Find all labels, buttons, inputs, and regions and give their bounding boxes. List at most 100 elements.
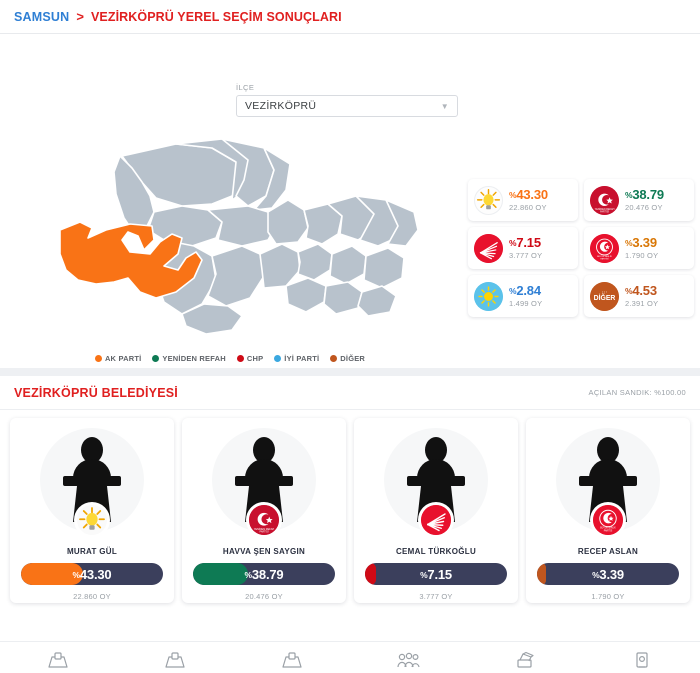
- legend-item: DİĞER: [330, 354, 365, 363]
- legend-label: YENİDEN REFAH: [162, 354, 226, 363]
- map-district: [181, 303, 243, 335]
- party-votes: 22.860 OY: [509, 202, 547, 212]
- stat-kullanilan-oy: KULLANILAN OY 57.430: [467, 651, 584, 673]
- breadcrumb: SAMSUN > VEZİRKÖPRÜ YEREL SEÇİM SONUÇLAR…: [0, 0, 700, 34]
- ballot-box-icon: [165, 652, 185, 668]
- stat-gecerli-oy: GEÇERLİ OY 52.793: [583, 651, 700, 673]
- party-votes: 2.391 OY: [625, 298, 659, 308]
- party-result-yenidenrefah[interactable]: YENİDEN REFAH PARTİSİ %38.79 20.476 OY: [584, 179, 694, 221]
- yenidenrefah-logo-icon: YENİDEN REFAH PARTİSİ: [590, 185, 619, 215]
- candidate-percent-text: %38.79: [244, 566, 284, 582]
- municipality-header: VEZİRKÖPRÜ BELEDİYESİ AÇILAN SANDIK: %10…: [0, 376, 700, 410]
- candidate-percent-fill: [365, 563, 376, 585]
- podium-illustration: BÜYÜK BİRLİK PARTİSİ: [553, 424, 663, 538]
- percent-symbol: %: [625, 286, 633, 297]
- party-percent: %3.39: [625, 235, 657, 251]
- candidate-percent-fill: [193, 563, 249, 585]
- candidate-percent-bar: %43.30: [21, 563, 163, 585]
- party-percent: %4.53: [625, 283, 657, 299]
- candidate-cards: MURAT GÜL %43.30 22.860 OY: [0, 410, 700, 603]
- candidate-name: RECEP ASLAN: [577, 547, 639, 556]
- svg-text:DİĞER: DİĞER: [594, 293, 616, 302]
- percent-symbol: %: [625, 238, 633, 249]
- percent-symbol: %: [625, 190, 633, 201]
- podium-illustration: [381, 424, 491, 538]
- ballot-box-icon: [282, 652, 302, 668]
- candidate-percent-fill: [537, 563, 546, 585]
- map-district: [363, 247, 405, 289]
- party-result-chp[interactable]: %7.15 3.777 OY: [468, 227, 578, 269]
- hand-ballot-icon: [517, 651, 534, 668]
- breadcrumb-province[interactable]: SAMSUN: [14, 9, 70, 24]
- map-card: İLÇE VEZİRKÖPRÜ ▼: [0, 34, 700, 368]
- candidate-percent-bar: %38.79: [193, 563, 335, 585]
- party-result-diger[interactable]: * * * DİĞER %4.53 2.391 OY: [584, 275, 694, 317]
- party-result-texts: %7.15 3.777 OY: [509, 236, 542, 260]
- legend-dot-icon: [152, 355, 160, 362]
- candidate-percent-bar: %3.39: [537, 563, 679, 585]
- summary-stats: TOPLAM SANDIK 278 AÇILAN SANDIK 278 AÇIL…: [0, 641, 700, 673]
- party-percent: %7.15: [509, 235, 541, 251]
- map-district: [259, 243, 301, 289]
- svg-text:BÜYÜK BİRLİK: BÜYÜK BİRLİK: [597, 254, 612, 257]
- candidate-name: CEMAL TÜRKOĞLU: [395, 547, 477, 556]
- legend-item: İYİ PARTİ: [274, 354, 319, 363]
- bbp-logo-icon: BÜYÜK BİRLİK PARTİSİ: [590, 233, 619, 263]
- svg-text:PARTİSİ: PARTİSİ: [600, 257, 609, 260]
- candidate-card[interactable]: CEMAL TÜRKOĞLU %7.15 3.777 OY: [354, 418, 518, 603]
- voters-icon: [397, 652, 420, 668]
- svg-text:* * *: * * *: [602, 290, 608, 294]
- legend-label: DİĞER: [340, 354, 366, 363]
- party-percent: %38.79: [625, 187, 664, 203]
- legend-item: YENİDEN REFAH: [152, 354, 226, 363]
- district-select-value: VEZİRKÖPRÜ: [245, 100, 317, 112]
- map-district: [253, 147, 291, 211]
- party-result-texts: %2.84 1.499 OY: [509, 284, 542, 308]
- samsun-district-map[interactable]: [36, 134, 456, 349]
- party-votes: 1.499 OY: [509, 298, 543, 308]
- percent-symbol: %: [509, 238, 517, 249]
- stat-toplam-secmen: TOPLAM SEÇMEN 65.891: [350, 651, 467, 673]
- candidate-name: HAVVA ŞEN SAYGIN: [222, 547, 306, 556]
- ballot-box-icon: [48, 652, 68, 668]
- candidate-votes: 1.790 OY: [591, 592, 625, 601]
- akparti-logo-icon: [474, 185, 503, 215]
- party-result-akparti[interactable]: %43.30 22.860 OY: [468, 179, 578, 221]
- party-votes: 1.790 OY: [625, 250, 659, 260]
- legend-item: CHP: [236, 354, 263, 363]
- valid-vote-icon: [636, 652, 648, 668]
- party-result-iyiparti[interactable]: %2.84 1.499 OY: [468, 275, 578, 317]
- percent-symbol: %: [509, 190, 517, 201]
- legend-label: AK PARTİ: [104, 354, 142, 363]
- map-district: [385, 199, 419, 247]
- map-district: [207, 205, 277, 247]
- legend-dot-icon: [94, 355, 102, 362]
- stat-toplam-sandik: TOPLAM SANDIK 278: [0, 651, 117, 673]
- candidate-card[interactable]: MURAT GÜL %43.30 22.860 OY: [10, 418, 174, 603]
- map-district: [267, 199, 309, 245]
- svg-text:PARTİSİ: PARTİSİ: [600, 210, 609, 213]
- percent-symbol: %: [592, 569, 600, 580]
- party-votes: 20.476 OY: [625, 202, 663, 212]
- akparti-logo-icon: [74, 502, 110, 538]
- party-percent: %2.84: [509, 283, 541, 299]
- candidate-card[interactable]: YENİDEN REFAH PARTİSİ HAVVA ŞEN SAYGIN %…: [182, 418, 346, 603]
- candidate-votes: 3.777 OY: [419, 592, 453, 601]
- iyiparti-logo-icon: [474, 281, 503, 311]
- party-result-bbp[interactable]: BÜYÜK BİRLİK PARTİSİ %3.39 1.790 OY: [584, 227, 694, 269]
- podium-illustration: [37, 424, 147, 538]
- legend-item: AK PARTİ: [94, 354, 142, 363]
- candidate-name: MURAT GÜL: [66, 547, 118, 556]
- candidate-card[interactable]: BÜYÜK BİRLİK PARTİSİ RECEP ASLAN %3.39 1…: [526, 418, 690, 603]
- percent-symbol: %: [509, 286, 517, 297]
- candidate-percent-text: %43.30: [72, 566, 112, 582]
- district-select[interactable]: VEZİRKÖPRÜ ▼: [236, 95, 458, 117]
- map-district: [357, 285, 397, 317]
- map-district: [285, 277, 327, 313]
- breadcrumb-separator-icon: >: [76, 9, 84, 24]
- stat-acilan-sandik: AÇILAN SANDIK 278: [117, 651, 234, 673]
- chp-logo-icon: [418, 502, 454, 538]
- diger-logo-icon: * * * DİĞER: [590, 281, 619, 311]
- map-legend: AK PARTİ YENİDEN REFAH CHP İYİ PARTİ DİĞ…: [0, 354, 460, 363]
